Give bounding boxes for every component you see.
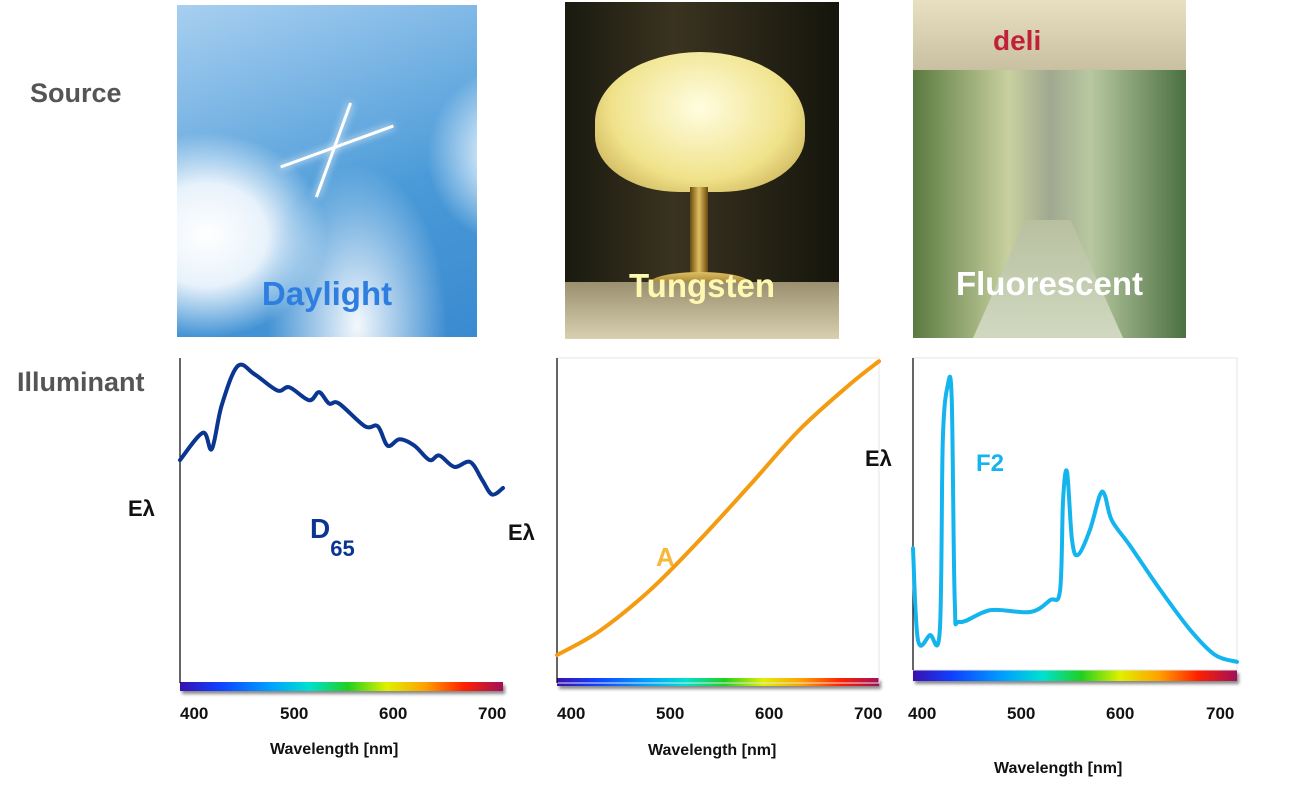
x-tick: 400 [180, 704, 209, 723]
x-tick: 700 [1206, 704, 1235, 723]
x-axis-label: Wavelength [nm] [994, 760, 1123, 777]
y-axis-label: Eλ [128, 496, 155, 521]
x-axis-label: Wavelength [nm] [648, 742, 777, 759]
spectrum-bar-a [557, 678, 879, 686]
tungsten-photo: Tungsten [565, 2, 839, 339]
x-tick: 700 [854, 704, 883, 723]
x-tick: 500 [280, 704, 309, 723]
x-tick: 500 [1007, 704, 1036, 723]
x-tick: 400 [908, 704, 937, 723]
series-line-d [178, 362, 505, 497]
lamp-shade [595, 52, 805, 192]
row-label-source: Source [30, 78, 122, 108]
x-tick: 600 [755, 704, 784, 723]
series-label-d65: D65 [310, 513, 355, 561]
table [565, 282, 839, 339]
spectrum-bar-f2 [913, 670, 1237, 681]
lamp-stem [690, 187, 708, 277]
fluorescent-photo: deli Fluorescent [913, 0, 1186, 338]
x-axis-label: Wavelength [nm] [270, 741, 399, 758]
y-axis-label: Eλ [508, 520, 535, 545]
ceiling [913, 0, 1186, 70]
series-subscript: 65 [330, 536, 355, 561]
x-tick: 400 [557, 704, 586, 723]
caption-daylight: Daylight [261, 275, 393, 312]
series-label-f2: F2 [976, 450, 1005, 477]
series-name: D [310, 513, 331, 544]
x-tick: 600 [379, 704, 408, 723]
y-axis-label: Eλ [865, 446, 892, 471]
series-line-f2 [911, 374, 1239, 664]
caption-tungsten: Tungsten [628, 267, 776, 304]
x-tick: 600 [1106, 704, 1135, 723]
caption-fluorescent: Fluorescent [955, 265, 1144, 302]
daylight-photo: Daylight [177, 5, 477, 337]
spectrum-bar-d65 [180, 682, 503, 691]
series-label-a: A [656, 542, 675, 572]
x-tick: 700 [478, 704, 507, 723]
deli-sign: deli [993, 25, 1042, 56]
series-line-a [555, 359, 881, 658]
x-tick: 500 [656, 704, 685, 723]
row-label-illuminant: Illuminant [17, 367, 145, 397]
